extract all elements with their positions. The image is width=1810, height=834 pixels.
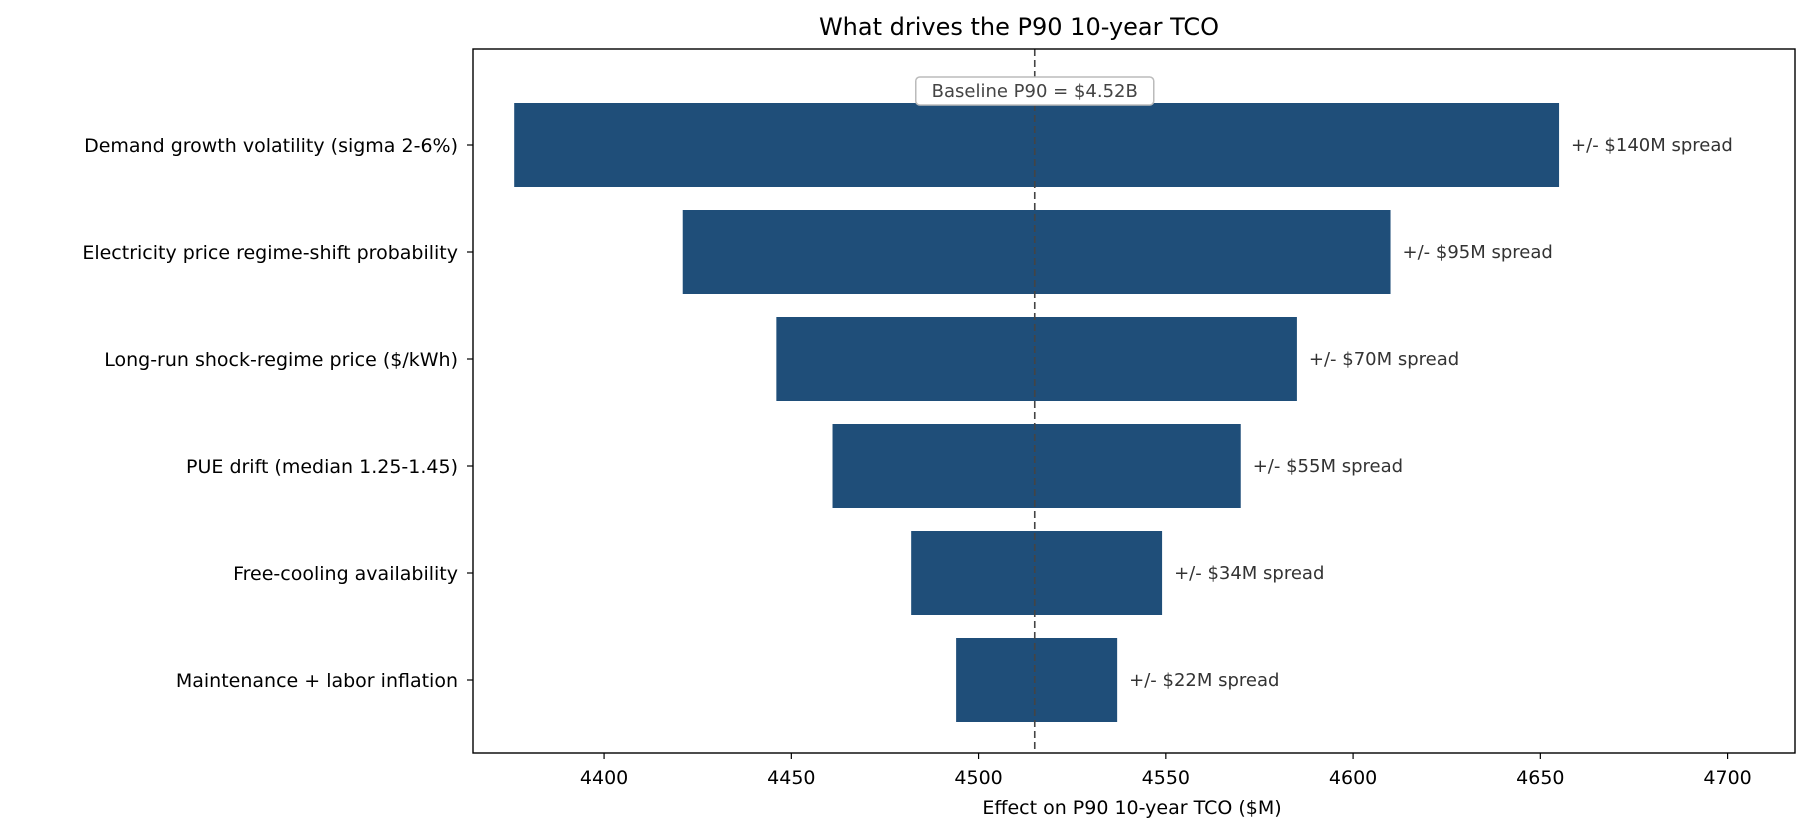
category-label: Maintenance + labor inflation <box>176 670 458 692</box>
spread-annotation: +/- $95M spread <box>1403 242 1553 263</box>
category-label: PUE drift (median 1.25-1.45) <box>186 456 458 478</box>
x-tick-label: 4500 <box>954 767 1002 789</box>
bar <box>956 638 1118 722</box>
x-tick-label: 4600 <box>1329 767 1377 789</box>
bar <box>776 317 1297 401</box>
x-tick-label: 4450 <box>767 767 815 789</box>
x-tick-label: 4700 <box>1703 767 1751 789</box>
x-axis-label: Effect on P90 10-year TCO ($M) <box>982 797 1281 819</box>
x-tick-label: 4400 <box>580 767 628 789</box>
baseline-label: Baseline P90 = $4.52B <box>932 81 1138 102</box>
x-tick-label: 4550 <box>1142 767 1190 789</box>
category-label: Electricity price regime-shift probabili… <box>82 242 458 264</box>
bar <box>832 424 1241 508</box>
bar <box>514 103 1560 187</box>
category-label: Free-cooling availability <box>233 563 458 585</box>
plot-area: Demand growth volatility (sigma 2-6%) +/-… <box>82 48 1796 789</box>
bar <box>682 210 1391 294</box>
x-tick-label: 4650 <box>1516 767 1564 789</box>
spread-annotation: +/- $70M spread <box>1309 349 1459 370</box>
spread-annotation: +/- $55M spread <box>1253 456 1403 477</box>
spread-annotation: +/- $22M spread <box>1129 670 1279 691</box>
baseline-label-box <box>915 76 1155 106</box>
category-label: Demand growth volatility (sigma 2-6%) <box>84 135 458 157</box>
bar <box>911 531 1163 615</box>
plot-frame <box>472 48 1796 754</box>
spread-annotation: +/- $140M spread <box>1571 135 1733 156</box>
category-label: Long-run shock-regime price ($/kWh) <box>104 349 458 371</box>
chart-title: What drives the P90 10-year TCO <box>819 13 1219 41</box>
spread-annotation: +/- $34M spread <box>1174 563 1324 584</box>
